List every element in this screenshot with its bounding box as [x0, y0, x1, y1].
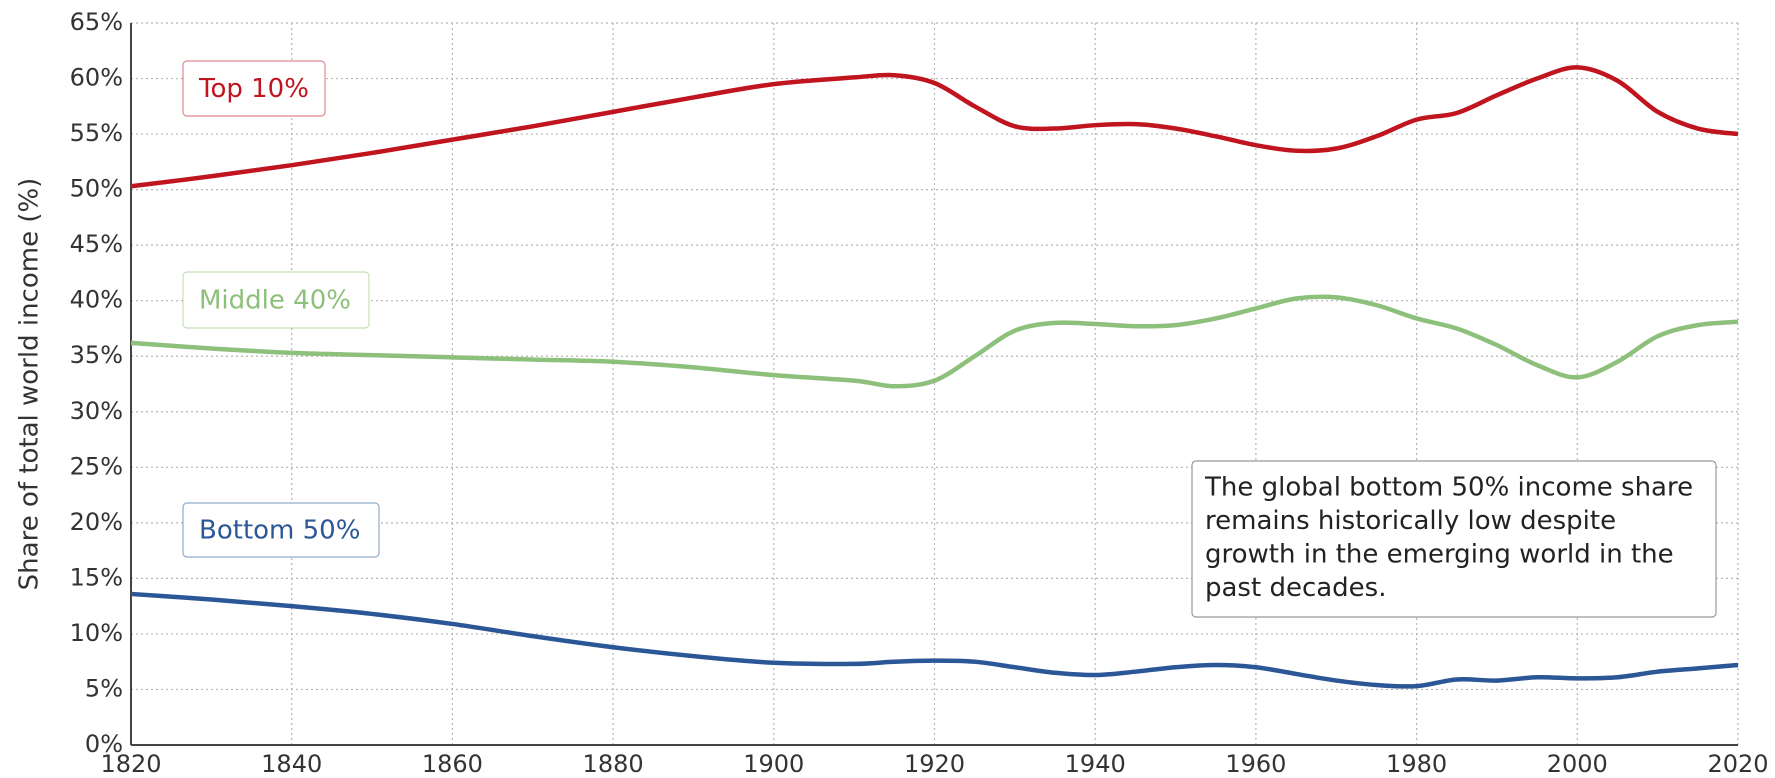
annotation-text: growth in the emerging world in the	[1205, 540, 1674, 570]
legend-box	[182, 271, 370, 329]
x-tick-label: 1900	[743, 750, 804, 778]
y-tick-label: 60%	[70, 64, 123, 92]
x-tick-label: 1820	[100, 750, 161, 778]
annotation-text: The global bottom 50% income share	[1204, 473, 1693, 503]
x-tick-label: 2020	[1707, 750, 1768, 778]
y-tick-label: 45%	[70, 230, 123, 258]
annotation-box	[1191, 460, 1717, 618]
legend-entry: Bottom 50%	[182, 502, 380, 558]
y-tick-label: 10%	[70, 619, 123, 647]
legend-entry: Middle 40%	[182, 271, 370, 329]
series-line	[130, 591, 1739, 689]
x-tick-label: 1980	[1386, 750, 1447, 778]
series-line	[130, 294, 1739, 389]
x-tick-label: 1960	[1225, 750, 1286, 778]
x-tick-label: 1940	[1065, 750, 1126, 778]
y-tick-label: 5%	[85, 674, 123, 702]
legend-label: Top 10%	[198, 74, 309, 104]
annotation-text: past decades.	[1205, 573, 1386, 603]
y-tick-label: 20%	[70, 508, 123, 536]
annotation: The global bottom 50% income shareremain…	[1191, 460, 1717, 618]
annotation-text: remains historically low despite	[1205, 506, 1616, 536]
legend-entry: Top 10%	[182, 60, 326, 117]
y-tick-label: 15%	[70, 563, 123, 591]
y-tick-label: 35%	[70, 341, 123, 369]
y-tick-label: 25%	[70, 452, 123, 480]
y-tick-label: 0%	[85, 730, 123, 758]
y-tick-label: 55%	[70, 119, 123, 147]
y-tick-label: 50%	[70, 175, 123, 203]
legend-box	[182, 60, 326, 117]
x-tick-label: 2000	[1547, 750, 1608, 778]
legend-label: Middle 40%	[199, 286, 351, 316]
x-tick-label: 1840	[261, 750, 322, 778]
legend-label: Bottom 50%	[199, 516, 360, 546]
x-tick-label: 1880	[583, 750, 644, 778]
legend-box	[182, 502, 380, 558]
x-tick-label: 1860	[422, 750, 483, 778]
y-axis-label: Share of total world income (%)	[15, 178, 45, 591]
x-tick-label: 1920	[904, 750, 965, 778]
y-tick-label: 40%	[70, 286, 123, 314]
series-line	[130, 65, 1739, 189]
y-tick-label: 65%	[70, 8, 123, 36]
y-tick-label: 30%	[70, 397, 123, 425]
